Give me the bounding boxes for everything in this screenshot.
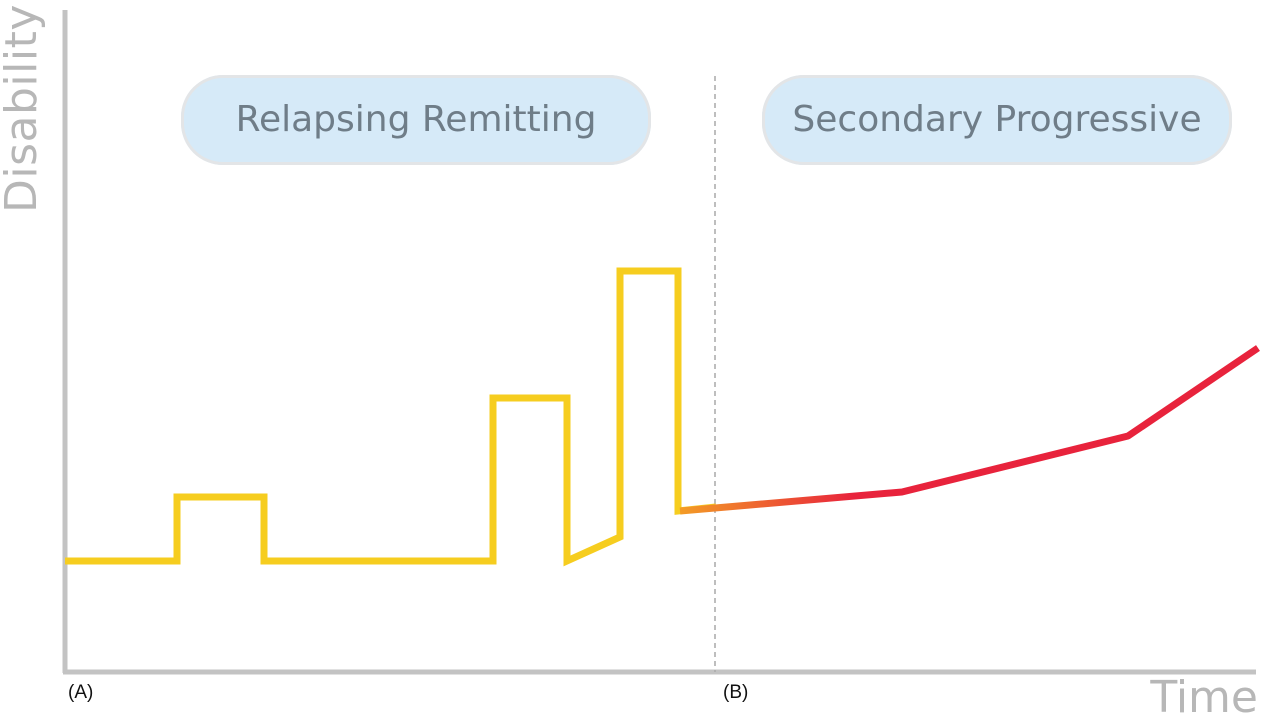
phase-box-relapsing-bg — [181, 75, 651, 165]
phase-label-relapsing-remitting: Relapsing Remitting — [181, 75, 651, 165]
relapsing-remitting-disability-line — [65, 267, 717, 567]
transition-point-label: (B) — [723, 682, 749, 703]
secondary-progressive-disability-line — [679, 345, 1260, 515]
x-axis-title: Time — [1150, 672, 1258, 723]
start-point-label: (A) — [68, 682, 94, 703]
phase-label-secondary-progressive: Secondary Progressive — [762, 75, 1232, 165]
y-axis-title: Disability — [0, 4, 47, 214]
phase-box-progressive-bg — [762, 75, 1232, 165]
